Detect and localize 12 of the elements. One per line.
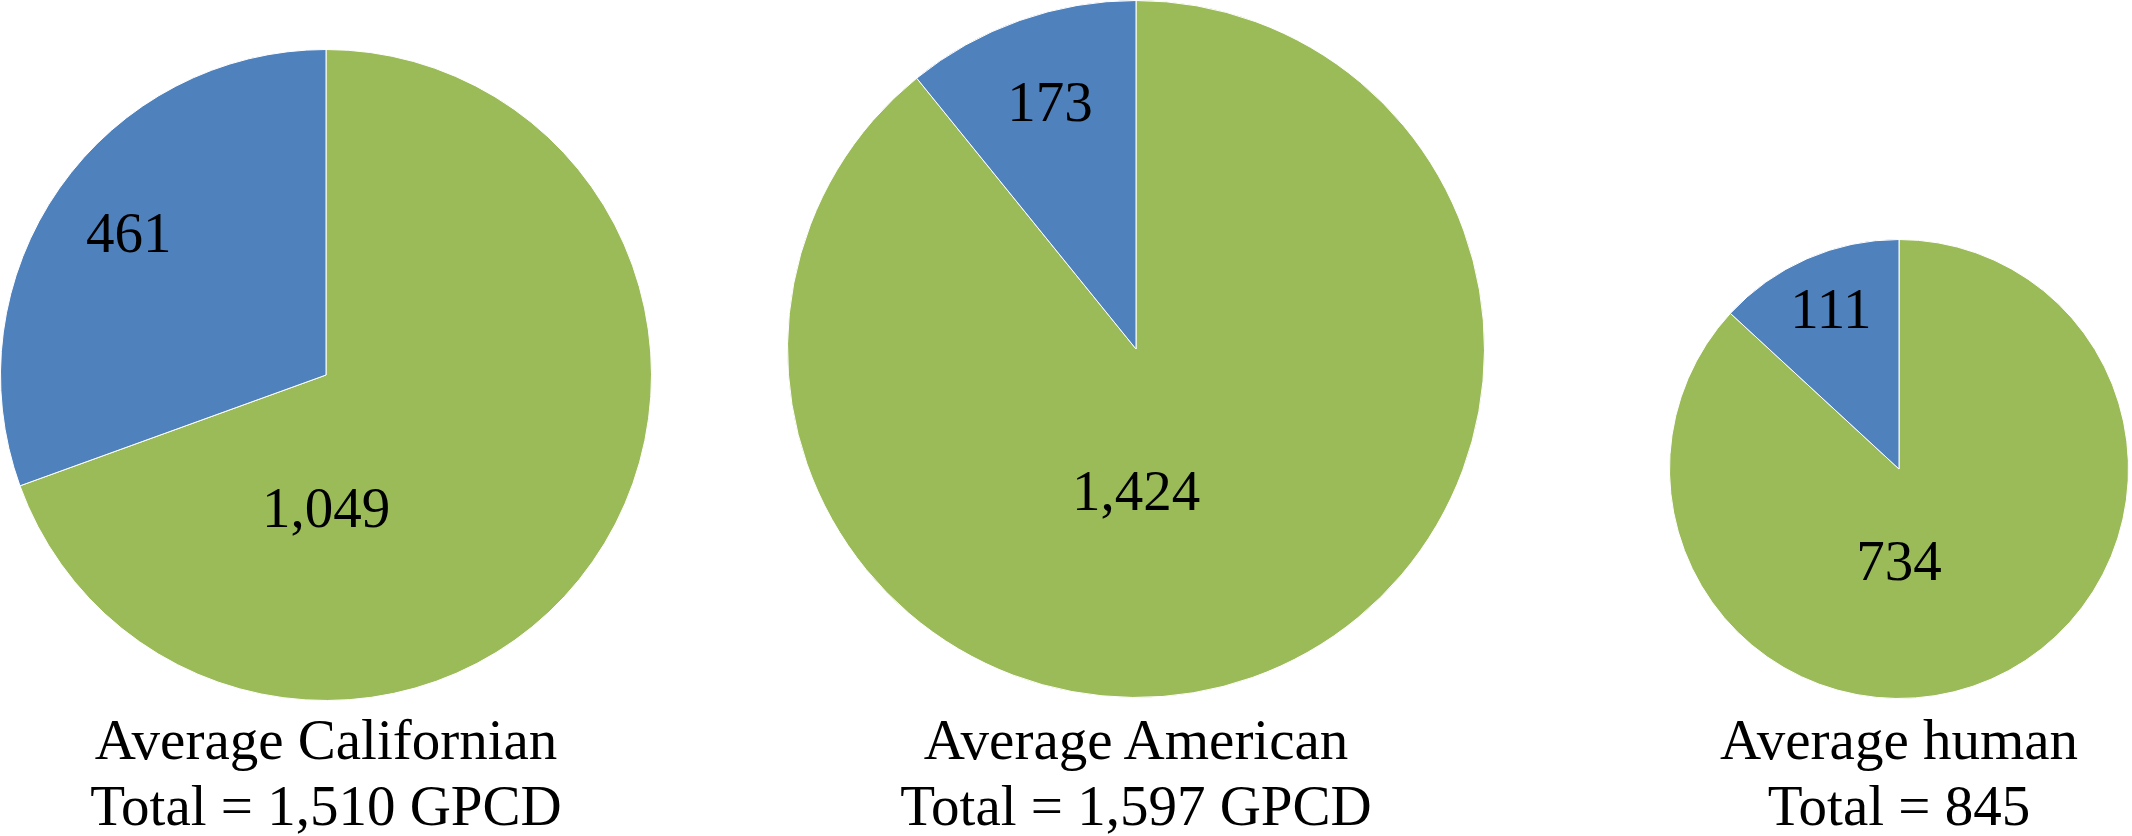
data-label: 734 bbox=[1856, 529, 1942, 593]
data-label: 111 bbox=[1790, 277, 1872, 341]
data-label: 1,424 bbox=[1071, 459, 1201, 523]
text: Total = 845 bbox=[1766, 773, 2032, 836]
text: Total = 1,510 GPCD bbox=[89, 773, 563, 836]
text: Average Californian bbox=[93, 707, 559, 773]
data-label: 461 bbox=[86, 200, 172, 264]
text: Average human bbox=[1718, 707, 2080, 773]
data-label: 173 bbox=[1007, 69, 1093, 133]
data-label: 1,049 bbox=[261, 475, 391, 539]
text: Total = 1,597 GPCD bbox=[899, 773, 1373, 836]
text: Average American bbox=[922, 707, 1350, 773]
